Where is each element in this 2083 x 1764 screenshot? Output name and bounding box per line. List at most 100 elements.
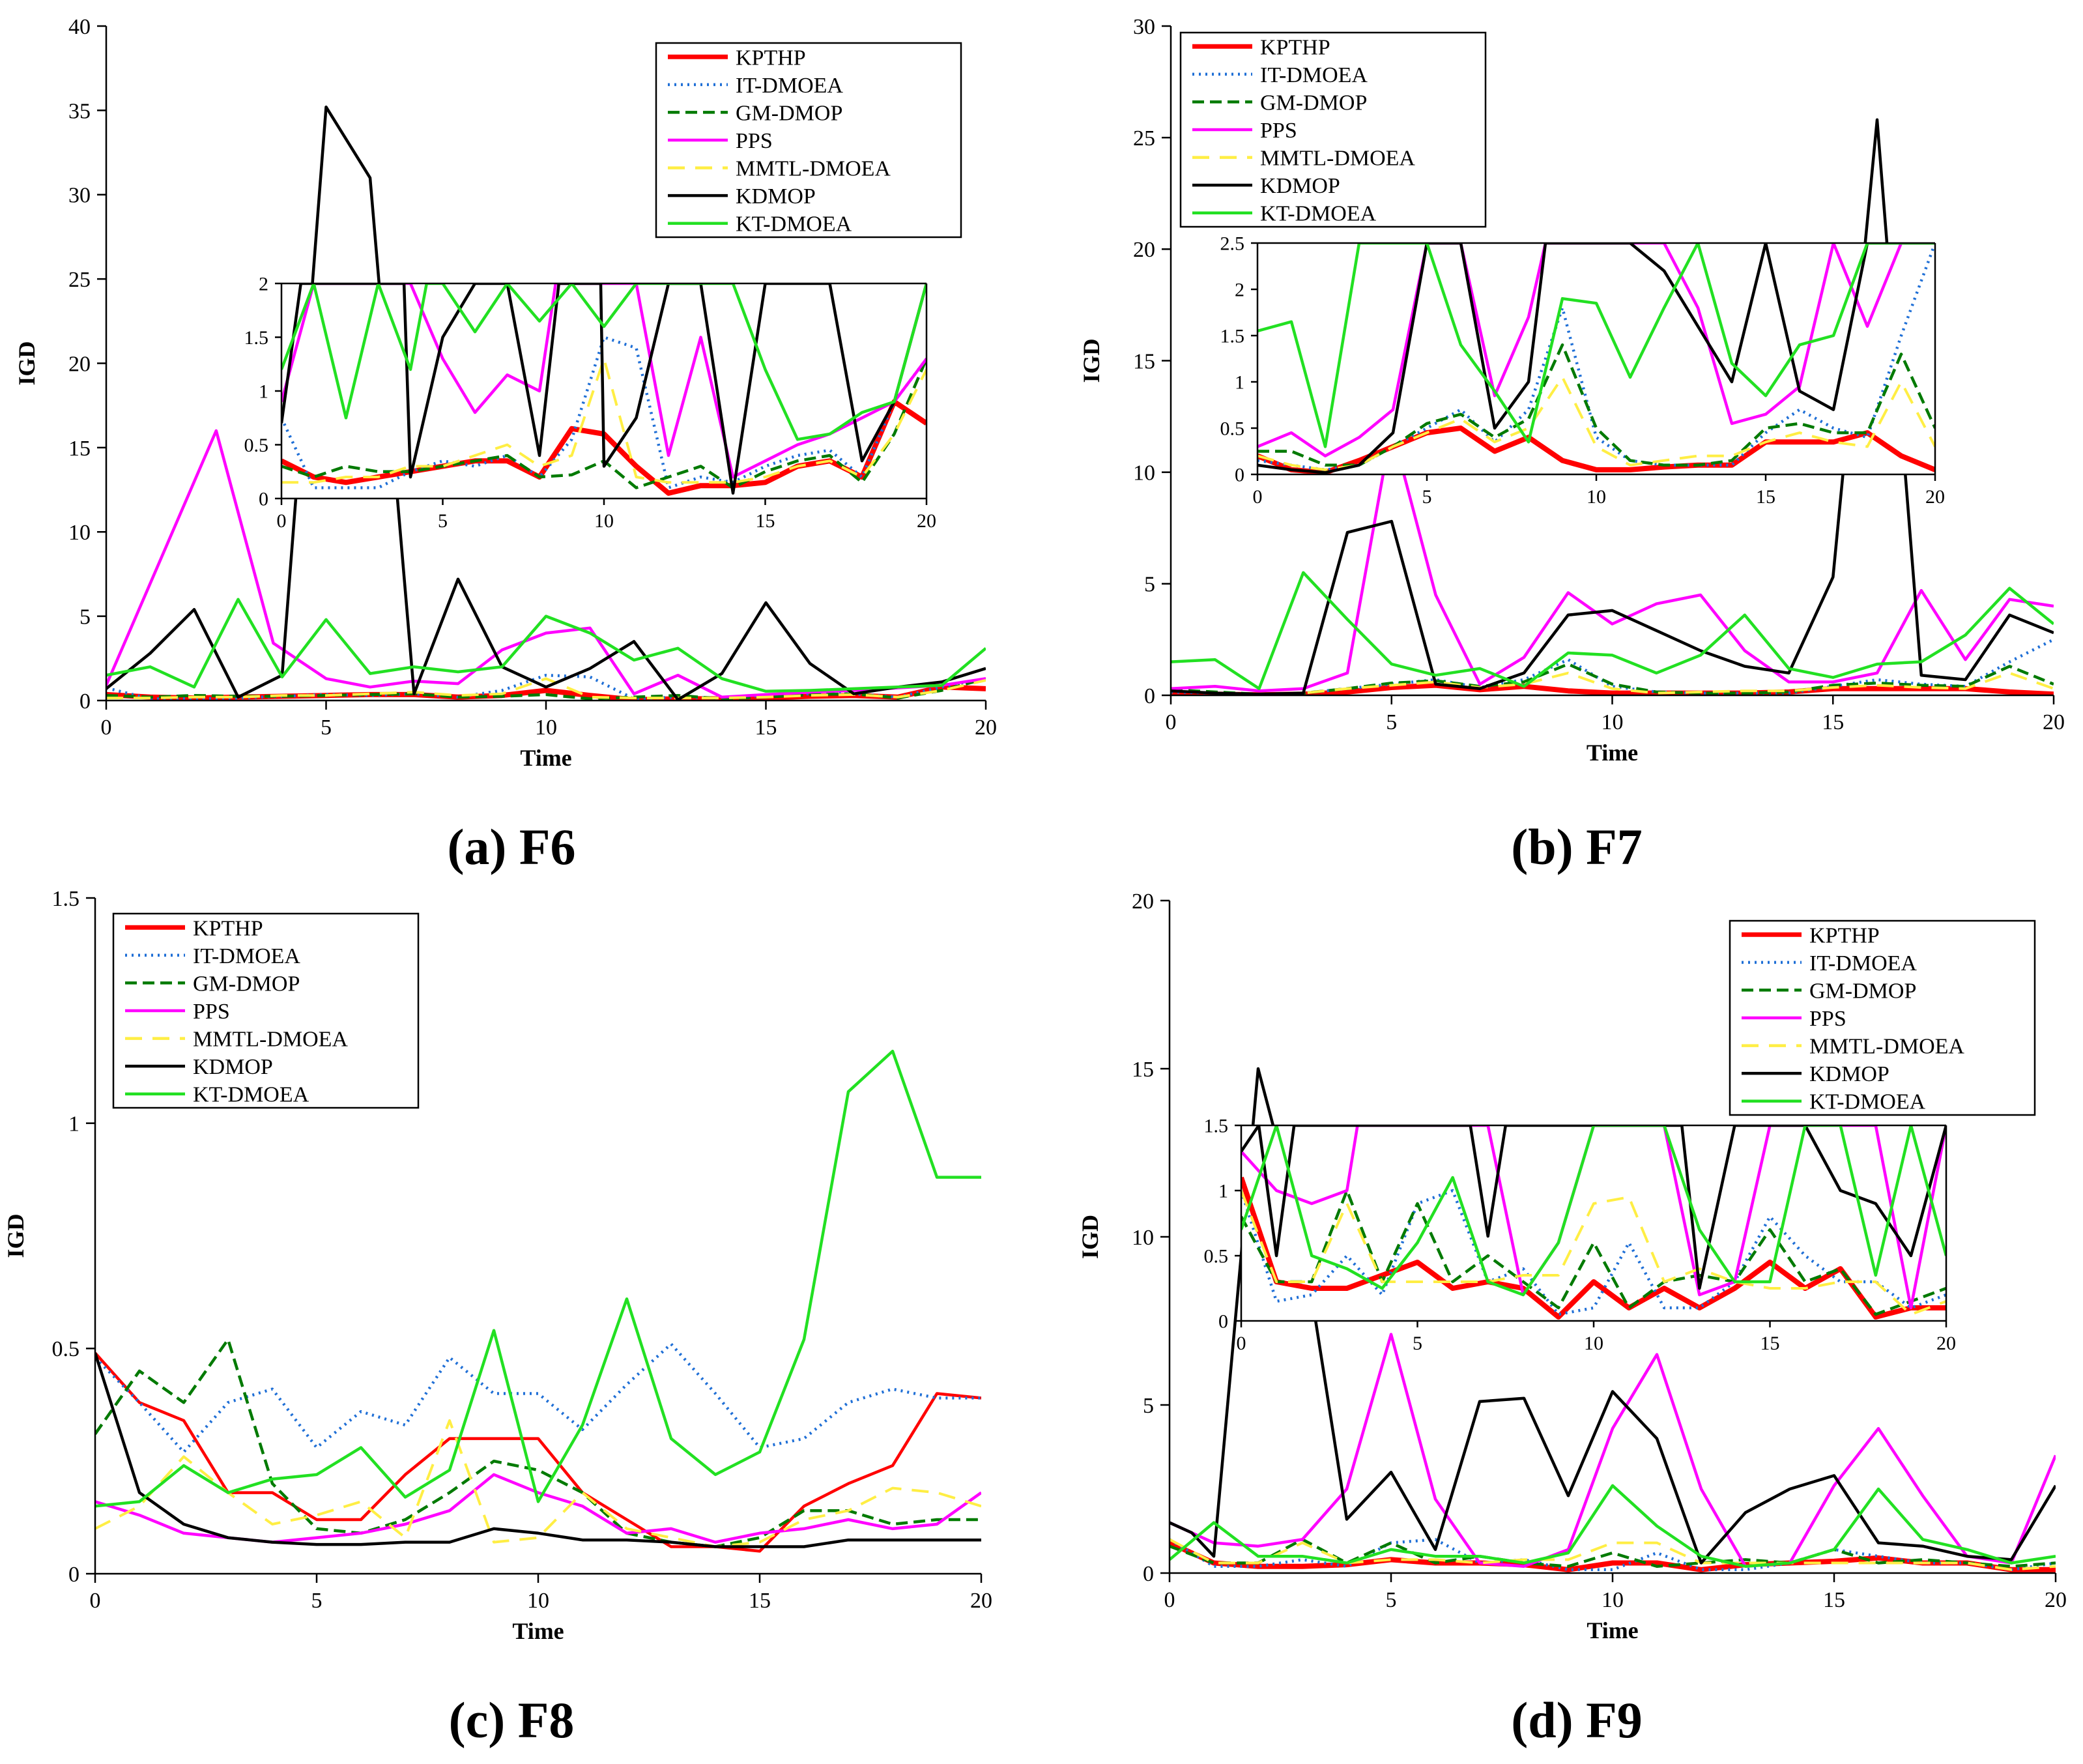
F6-main-y-tick-label-5: 25 [68, 268, 91, 292]
F7-legend-label-gm-dmop: GM-DMOP [1260, 91, 1367, 115]
caption-c: (c) F8 [251, 1691, 772, 1750]
F9-inset-x-tick-label-2: 10 [1584, 1333, 1603, 1354]
F6-inset-y-tick-label-4: 2 [259, 274, 268, 295]
F9-legend-label-it-dmoea: IT-DMOEA [1809, 951, 1917, 976]
caption-b-name: F7 [1586, 818, 1643, 875]
F9-inset-y-tick-label-1: 0.5 [1204, 1246, 1229, 1267]
F9-main-x-tick-label-3: 15 [1823, 1588, 1845, 1612]
F9-inset-x-tick-label-3: 15 [1760, 1333, 1780, 1354]
F8-main-series-kpthp [95, 1352, 981, 1553]
F6-main-y-tick-label-0: 0 [79, 689, 91, 714]
F6-x-axis-label: Time [520, 745, 571, 771]
F7-main-series-group [1171, 118, 2054, 695]
F9-legend-label-pps: PPS [1809, 1007, 1846, 1031]
F6-legend-label-kdmop: KDMOP [736, 184, 816, 209]
F7-legend-label-it-dmoea: IT-DMOEA [1260, 63, 1368, 87]
F8-legend-label-kpthp: KPTHP [193, 916, 263, 940]
F9-inset-series-gm-dmop [1241, 1189, 1946, 1316]
F9-legend-label-kt-dmoea: KT-DMOEA [1809, 1090, 1926, 1114]
F9-x-axis-label: Time [1587, 1617, 1638, 1643]
F6-main-y-tick-label-2: 10 [68, 521, 91, 545]
F7-main-x-tick-label-3: 15 [1822, 710, 1844, 734]
F8-y-axis-label: IGD [3, 1213, 29, 1258]
F9-inset-y-tick-label-2: 1 [1218, 1181, 1228, 1202]
F6-main-y-tick-label-4: 20 [68, 352, 91, 376]
F9-inset-x-tick-label-4: 20 [1936, 1333, 1956, 1354]
F7-inset-y-tick-label-5: 2.5 [1220, 233, 1245, 255]
F9-main-y-tick-label-1: 5 [1143, 1394, 1154, 1418]
F9-legend-label-kdmop: KDMOP [1809, 1062, 1889, 1086]
F7-main-x-tick-label-2: 10 [1602, 710, 1624, 734]
F6-inset-y-tick-label-0: 0 [259, 489, 268, 510]
F7-legend-label-kpthp: KPTHP [1260, 35, 1330, 59]
F8-main-series-it-dmoea [95, 1342, 981, 1454]
F9-inset-y-tick-label-3: 1.5 [1204, 1116, 1229, 1137]
F7-inset-series-kdmop [1257, 243, 1935, 474]
caption-d-letter: (d) [1511, 1692, 1573, 1748]
F6-legend-label-it-dmoea: IT-DMOEA [736, 74, 843, 98]
F6-legend-label-kt-dmoea: KT-DMOEA [736, 212, 852, 237]
F6-main-y-tick-label-7: 35 [68, 99, 91, 123]
F7-inset-x-tick-label-4: 20 [1925, 486, 1945, 508]
F8-main-x-tick-label-2: 10 [527, 1589, 549, 1613]
F9-main-series-it-dmoea [1170, 1538, 2056, 1572]
F7-inset-y-tick-label-1: 0.5 [1220, 418, 1245, 440]
F6-legend-label-pps: PPS [736, 129, 773, 153]
F7-main-x-tick-label-4: 20 [2043, 710, 2065, 734]
F6-main-x-tick-label-2: 10 [535, 716, 557, 740]
F7-main-y-tick-label-5: 25 [1133, 126, 1155, 151]
F9-main-series-pps [1170, 1333, 2056, 1568]
F6-main-y-tick-label-8: 40 [68, 15, 91, 39]
F6-legend-label-gm-dmop: GM-DMOP [736, 101, 842, 125]
F9-main-series-gm-dmop [1170, 1538, 2056, 1568]
F6-main-y-tick-label-3: 15 [68, 437, 91, 461]
F7-inset-y-tick-label-0: 0 [1235, 465, 1244, 486]
F8-main-x-tick-label-4: 20 [970, 1589, 992, 1613]
F9-inset-y-tick-label-0: 0 [1218, 1311, 1228, 1333]
F8-legend-label-mmtl-dmoea: MMTL-DMOEA [193, 1028, 348, 1052]
F8-x-axis-label: Time [512, 1618, 564, 1644]
F6-main-y-tick-label-1: 5 [79, 605, 91, 629]
F9-main-x-tick-label-1: 5 [1386, 1588, 1397, 1612]
F6-inset-y-tick-label-2: 1 [259, 381, 268, 403]
F7-inset-x-tick-label-1: 5 [1422, 486, 1432, 508]
F9-inset-x-tick-label-1: 5 [1413, 1333, 1422, 1354]
F7-main-y-tick-label-1: 5 [1144, 573, 1155, 597]
caption-a: (a) F6 [251, 818, 772, 876]
F7-main-series-mmtl-dmoea [1171, 671, 2054, 695]
F7-legend-label-kt-dmoea: KT-DMOEA [1260, 202, 1377, 226]
F8-legend-label-kdmop: KDMOP [193, 1055, 273, 1079]
F9-main-series-kt-dmoea [1170, 1484, 2056, 1568]
F7-inset-y-tick-label-2: 1 [1235, 372, 1244, 394]
F9-y-axis-label: IGD [1077, 1215, 1103, 1259]
F9-main-y-tick-label-2: 10 [1132, 1226, 1154, 1250]
F6-main-x-tick-label-4: 20 [975, 716, 997, 740]
F8-main-series-gm-dmop [95, 1338, 981, 1548]
F7-main-y-tick-label-2: 10 [1133, 461, 1155, 485]
F7-main-x-tick-label-1: 5 [1386, 710, 1397, 734]
F6-inset-x-tick-label-2: 10 [594, 510, 614, 532]
F6-main-series-pps [106, 429, 986, 699]
F7-y-axis-label: IGD [1078, 338, 1104, 383]
F7-main-series-kt-dmoea [1171, 571, 2054, 690]
F6-inset: 0 5 10 15 20 0 0.5 1 1.5 2 [244, 274, 937, 532]
F9-inset-series-group [1241, 1125, 1946, 1320]
F9-main-y-tick-label-4: 20 [1132, 889, 1154, 914]
F9-main-x-tick-label-2: 10 [1602, 1588, 1624, 1612]
F7-inset-x-tick-label-2: 10 [1587, 486, 1606, 508]
F6-inset-x-tick-label-0: 0 [277, 510, 287, 532]
F6-legend-label-mmtl-dmoea: MMTL-DMOEA [736, 157, 891, 181]
F9-inset-series-pps [1241, 1125, 1946, 1310]
F6-inset-x-tick-label-4: 20 [917, 510, 936, 532]
F7-inset-x-tick-label-3: 15 [1756, 486, 1775, 508]
F7-inset-series-kt-dmoea [1257, 243, 1935, 448]
F8-main-x-tick-label-1: 5 [311, 1589, 323, 1613]
F6-main-x-tick-label-3: 15 [755, 716, 777, 740]
F8-main-y-tick-label-0: 0 [68, 1563, 79, 1587]
F6-legend-label-kpthp: KPTHP [736, 46, 806, 70]
caption-a-letter: (a) [447, 818, 507, 875]
F7-main-x-tick-label-0: 0 [1166, 710, 1177, 734]
F7-main-y-tick-label-4: 20 [1133, 238, 1155, 262]
caption-a-name: F6 [519, 818, 576, 875]
